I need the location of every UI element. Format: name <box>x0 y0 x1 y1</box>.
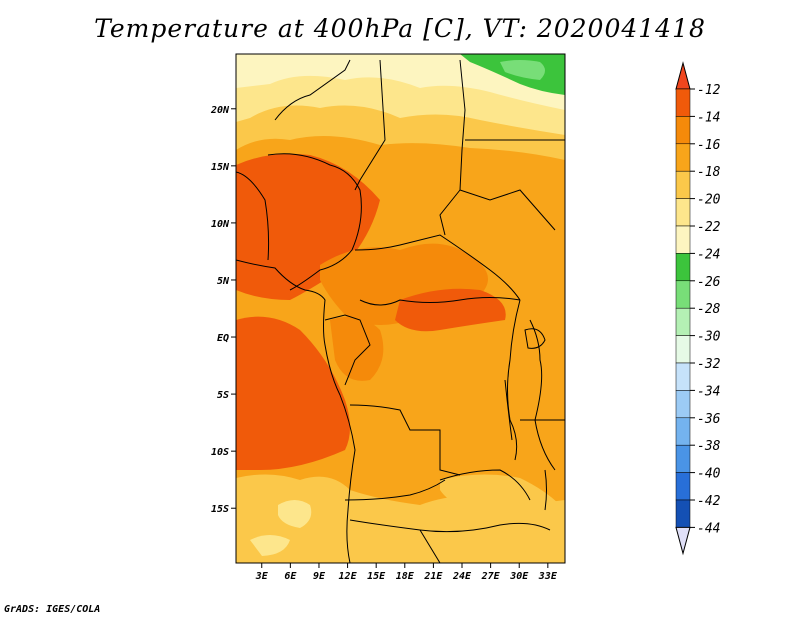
border-angola-south <box>344 479 446 501</box>
lat-tick-label: EQ <box>217 333 229 344</box>
colorbar-label: -18 <box>697 165 721 180</box>
border-congo-west <box>324 314 371 386</box>
colorbar-label: -20 <box>697 193 721 208</box>
colorbar-box <box>675 417 691 446</box>
lon-tick-label: 27E <box>481 571 501 582</box>
border-chad-sudan <box>459 189 556 231</box>
border-lake-victoria <box>524 328 546 349</box>
colorbar-label: -30 <box>697 330 721 345</box>
lon-ticks: 3E 6E 9E 12E 15E 18E 21E 24E 27E 30E 33E <box>255 563 558 582</box>
colorbar-box <box>675 472 691 501</box>
colorbar-label: -16 <box>697 138 721 153</box>
border-east-lakes <box>529 319 556 471</box>
border-coast-west <box>236 259 356 563</box>
border-car <box>354 234 521 301</box>
band-18-south-east <box>440 474 560 515</box>
band-14-south <box>236 316 350 470</box>
colorbar-box <box>675 253 691 282</box>
lat-tick-label: 15S <box>211 504 229 515</box>
colorbar-label: -40 <box>697 467 721 482</box>
colorbar: -12 -14 -16 -18 -20 -22 -24 -26 -28 -30 -32 -34 -36 -… <box>675 61 721 556</box>
lon-tick-label: 6E <box>284 571 297 582</box>
band-22-north <box>236 54 565 110</box>
lon-tick-label: 33E <box>538 571 558 582</box>
colorbar-box <box>675 88 691 117</box>
colorbar-label: -42 <box>697 494 721 509</box>
colorbar-bottom-triangle <box>675 526 691 556</box>
border-south-2 <box>419 529 441 563</box>
colorbar-label: -28 <box>697 302 721 317</box>
border-angola-north <box>349 404 461 476</box>
colorbar-box <box>675 280 691 309</box>
band-14-central-west <box>330 316 384 381</box>
colorbar-box <box>675 335 691 364</box>
colorbar-box <box>675 499 691 528</box>
band-20-south-patch <box>278 500 312 528</box>
colorbar-label: -12 <box>697 83 721 98</box>
colorbar-box <box>675 170 691 199</box>
colorbar-label: -38 <box>697 439 721 454</box>
lon-tick-label: 15E <box>367 571 386 582</box>
border-west-africa <box>236 171 270 261</box>
colorbar-box <box>675 143 691 172</box>
colorbar-label: -22 <box>697 220 721 235</box>
lon-tick-label: 12E <box>339 571 358 582</box>
border-drc-east <box>507 299 521 461</box>
border-south-1 <box>349 519 551 533</box>
band-14-east <box>395 288 506 332</box>
map-frame <box>235 53 566 564</box>
colorbar-label: -32 <box>697 357 721 372</box>
lon-tick-label: 3E <box>255 571 269 582</box>
band-14-central <box>320 243 488 325</box>
colorbar-box <box>675 307 691 336</box>
lon-tick-label: 24E <box>452 571 472 582</box>
grads-credit: GrADS: IGES/COLA <box>4 604 101 615</box>
border-north-3 <box>439 59 466 236</box>
colorbar-box <box>675 225 691 254</box>
band-16-south <box>236 500 565 563</box>
lat-tick-label: 5S <box>217 390 229 401</box>
colorbar-box <box>675 362 691 391</box>
band-26-patch <box>500 60 545 80</box>
border-car-south <box>359 297 521 306</box>
colorbar-box <box>675 444 691 473</box>
border-lake-tanganyika <box>504 379 513 441</box>
colorbar-label: -36 <box>697 412 721 427</box>
border-north-1 <box>274 59 351 121</box>
colorbar-label: -24 <box>697 247 720 262</box>
lat-ticks: 20N 15N 10N 5N EQ 5S 10S 15S <box>210 105 236 515</box>
map-title: Temperature at 400hPa [C], VT: 202004141… <box>94 14 706 43</box>
lon-tick-label: 21E <box>423 571 443 582</box>
band-20-south-patch-2 <box>250 535 290 556</box>
colorbar-top-triangle <box>675 61 691 90</box>
lat-tick-label: 10S <box>211 447 229 458</box>
temperature-field <box>236 54 565 563</box>
border-zambia <box>439 469 531 501</box>
lat-tick-label: 10N <box>211 219 230 230</box>
colorbar-label: -44 <box>697 521 720 536</box>
colorbar-box <box>675 116 691 145</box>
border-nigeria <box>267 153 362 291</box>
colorbar-label: -26 <box>697 275 721 290</box>
border-lake-malawi <box>544 469 547 511</box>
lat-tick-label: 15N <box>211 162 230 173</box>
colorbar-box <box>675 390 691 419</box>
lat-tick-label: 5N <box>217 276 230 287</box>
lon-tick-label: 18E <box>396 571 415 582</box>
lon-tick-label: 9E <box>313 571 326 582</box>
colorbar-box <box>675 198 691 227</box>
lat-tick-label: 20N <box>210 105 230 116</box>
colorbar-label: -14 <box>697 110 720 125</box>
colorbar-label: -34 <box>697 384 720 399</box>
lon-tick-label: 30E <box>509 571 529 582</box>
country-borders <box>236 59 565 563</box>
